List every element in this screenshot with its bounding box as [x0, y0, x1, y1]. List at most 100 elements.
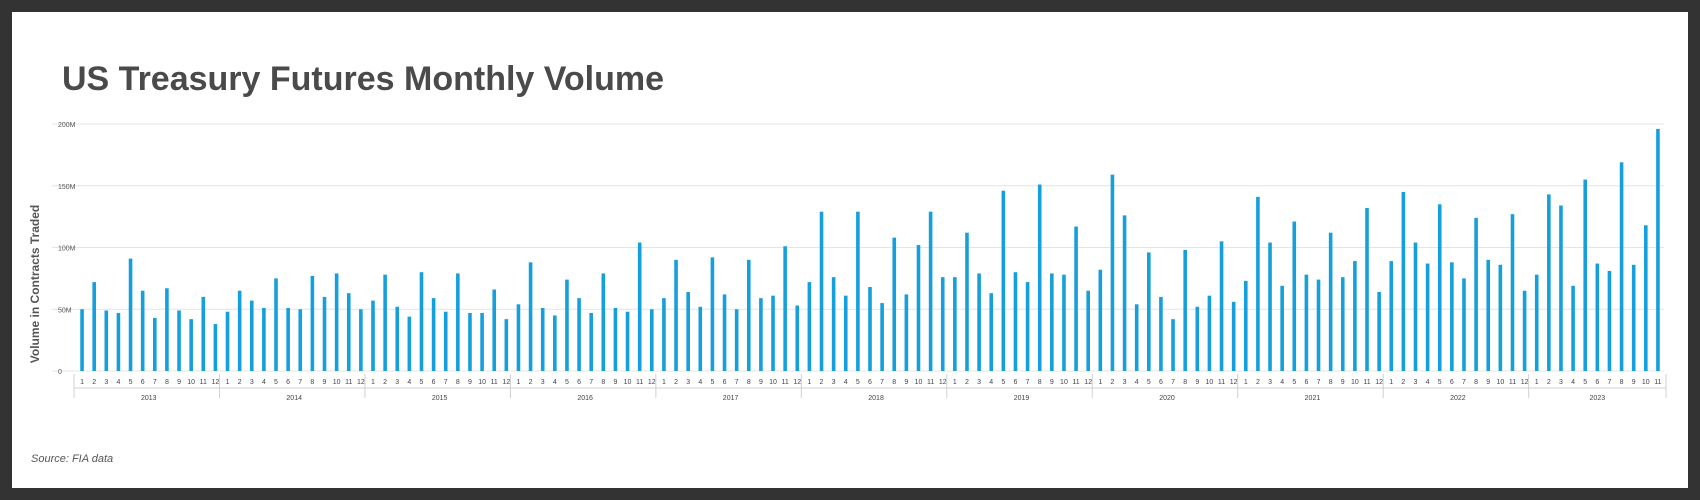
- x-tick-label: 1: [517, 379, 521, 386]
- bar: [1462, 278, 1466, 371]
- bar: [1413, 242, 1418, 371]
- bar: [1377, 291, 1381, 371]
- bar: [1098, 269, 1103, 371]
- bar: [625, 311, 630, 371]
- year-label: 2015: [432, 395, 448, 402]
- x-tick-label: 1: [1244, 379, 1248, 386]
- x-tick-label: 8: [747, 379, 751, 386]
- bar: [1474, 217, 1478, 371]
- x-tick-label: 8: [310, 379, 314, 386]
- bar: [722, 294, 727, 371]
- x-tick-label: 9: [177, 379, 181, 386]
- x-tick-label: 3: [541, 379, 545, 386]
- bar: [759, 298, 763, 371]
- x-tick-label: 1: [371, 379, 375, 386]
- bar: [1534, 274, 1539, 371]
- bar: [140, 290, 145, 371]
- x-tick-label: 3: [1123, 379, 1127, 386]
- year-label: 2014: [286, 395, 302, 402]
- bar: [1219, 241, 1224, 371]
- bar: [1110, 174, 1115, 371]
- bar: [1401, 191, 1406, 371]
- x-tick-label: 4: [1426, 379, 1430, 386]
- bar: [443, 311, 448, 371]
- bar: [807, 282, 812, 371]
- x-tick-label: 12: [502, 379, 510, 386]
- x-tick-label: 10: [333, 379, 341, 386]
- x-tick-label: 11: [927, 379, 934, 386]
- x-tick-label: 11: [345, 379, 352, 386]
- x-tick-label: 2: [238, 379, 242, 386]
- bar: [1510, 214, 1515, 371]
- bar: [1559, 205, 1563, 371]
- bar: [928, 211, 933, 371]
- year-label: 2020: [1159, 395, 1175, 402]
- x-tick-label: 5: [1147, 379, 1151, 386]
- bar: [1316, 279, 1321, 371]
- x-tick-label: 9: [613, 379, 617, 386]
- bar: [1001, 190, 1006, 371]
- bar: [419, 272, 424, 371]
- bar: [783, 246, 787, 371]
- x-tick-label: 3: [395, 379, 399, 386]
- x-tick-label: 6: [723, 379, 727, 386]
- x-tick-label: 2: [1110, 379, 1114, 386]
- bar: [977, 273, 981, 371]
- bar: [662, 298, 666, 371]
- bar: [322, 296, 327, 371]
- x-tick-label: 4: [1135, 379, 1139, 386]
- bar: [746, 259, 751, 371]
- x-tick-label: 12: [793, 379, 801, 386]
- bar: [395, 306, 400, 371]
- x-tick-label: 5: [856, 379, 860, 386]
- x-tick-label: 6: [286, 379, 290, 386]
- bar: [1304, 274, 1309, 371]
- x-tick-label: 9: [759, 379, 763, 386]
- x-tick-label: 12: [1521, 379, 1529, 386]
- x-tick-label: 10: [1206, 379, 1214, 386]
- x-tick-label: 1: [662, 379, 666, 386]
- bar: [456, 273, 460, 371]
- bar: [613, 308, 618, 371]
- bar: [1631, 264, 1636, 371]
- x-tick-label: 1: [80, 379, 84, 386]
- bar: [237, 290, 242, 371]
- x-tick-label: 10: [187, 379, 195, 386]
- bar: [346, 293, 351, 371]
- x-tick-label: 1: [226, 379, 230, 386]
- bar: [880, 303, 884, 371]
- x-tick-label: 1: [953, 379, 957, 386]
- bar: [1583, 179, 1588, 371]
- bar: [1122, 215, 1127, 371]
- y-tick-label: 200M: [58, 122, 76, 129]
- x-tick-label: 7: [444, 379, 448, 386]
- bar: [698, 306, 703, 371]
- bar: [407, 316, 412, 371]
- x-tick-label: 10: [1642, 379, 1650, 386]
- x-tick-label: 8: [1474, 379, 1478, 386]
- bar: [1644, 225, 1648, 371]
- bar: [1522, 290, 1527, 371]
- bar: [989, 293, 994, 371]
- x-tick-label: 8: [601, 379, 605, 386]
- y-tick-label: 100M: [58, 246, 76, 253]
- x-tick-label: 8: [456, 379, 460, 386]
- bar: [1183, 249, 1187, 371]
- x-tick-label: 11: [200, 379, 207, 386]
- x-tick-label: 5: [129, 379, 133, 386]
- bar: [1256, 196, 1260, 371]
- bar: [892, 237, 897, 371]
- x-tick-label: 2: [529, 379, 533, 386]
- bar: [795, 305, 800, 371]
- bar: [1280, 285, 1284, 371]
- x-tick-label: 7: [1607, 379, 1611, 386]
- bar: [480, 312, 484, 371]
- bar: [1195, 306, 1200, 371]
- bar: [1607, 270, 1612, 371]
- x-tick-label: 6: [1304, 379, 1308, 386]
- x-tick-label: 7: [1462, 379, 1466, 386]
- x-tick-label: 2: [820, 379, 824, 386]
- x-tick-label: 2: [1256, 379, 1260, 386]
- bar: [1171, 319, 1175, 371]
- x-tick-label: 3: [832, 379, 836, 386]
